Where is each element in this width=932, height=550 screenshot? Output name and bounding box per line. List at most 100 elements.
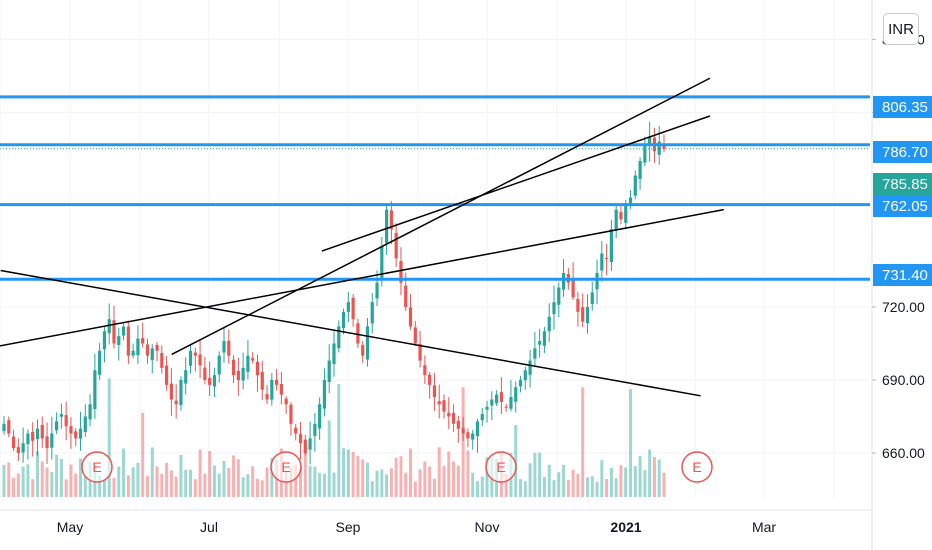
earnings-marker-icon[interactable] xyxy=(81,451,113,483)
volume-bar xyxy=(251,466,255,497)
volume-bar xyxy=(452,461,456,497)
volume-bar xyxy=(380,469,384,497)
time-axis-label: Jul xyxy=(200,519,218,535)
trendline[interactable] xyxy=(0,269,701,397)
earnings-marker-icon[interactable] xyxy=(681,451,713,483)
candle-body xyxy=(609,229,613,263)
volume-bar xyxy=(466,450,470,497)
trendline[interactable] xyxy=(0,208,724,349)
candle-body xyxy=(83,416,87,433)
candle-body xyxy=(308,438,312,450)
candle-body xyxy=(533,348,537,359)
volume-bar xyxy=(318,472,322,497)
volume-bar xyxy=(79,458,83,497)
candle-body xyxy=(518,380,523,387)
candle-body xyxy=(370,302,374,324)
volume-bar xyxy=(624,467,628,497)
volume-bar xyxy=(45,467,49,497)
volume-bar xyxy=(12,477,16,497)
volume-bar xyxy=(98,475,102,497)
volume-bar xyxy=(609,467,613,497)
volume-bar xyxy=(21,466,25,497)
trendline[interactable] xyxy=(171,77,711,356)
volume-bar xyxy=(322,473,326,497)
volume-bar xyxy=(217,473,221,497)
candle-body xyxy=(552,302,556,315)
candle-body xyxy=(102,331,107,350)
candle-body xyxy=(600,253,604,271)
candle-body xyxy=(69,426,73,434)
candle-body xyxy=(289,404,293,424)
candle-body xyxy=(380,246,384,281)
candle-body xyxy=(341,311,346,329)
earnings-marker-icon[interactable] xyxy=(485,451,517,483)
candle-body xyxy=(461,427,465,434)
candle-body xyxy=(160,352,164,368)
volume-bar xyxy=(260,480,264,497)
volume-bar xyxy=(590,476,594,497)
earnings-marker-icon[interactable] xyxy=(270,451,302,483)
candle-body xyxy=(21,443,25,453)
volume-bar xyxy=(117,466,121,497)
candle-body xyxy=(50,433,54,448)
candle-body xyxy=(74,431,78,439)
candle-body xyxy=(217,355,221,375)
volume-bar xyxy=(16,473,20,497)
volume-bar xyxy=(361,459,365,497)
volume-bar xyxy=(74,473,78,497)
earnings-marker-label: E xyxy=(496,459,505,475)
volume-bar xyxy=(270,458,274,497)
price-axis-label: 660.00 xyxy=(882,445,925,461)
volume-bar xyxy=(365,462,369,497)
volume-bar xyxy=(203,473,207,497)
volume-bar xyxy=(399,456,403,497)
volume-bar xyxy=(102,480,106,497)
candle-body xyxy=(284,398,288,405)
candle-body xyxy=(456,420,460,429)
volume-bar xyxy=(40,461,44,497)
volume-bar xyxy=(385,474,389,497)
currency-button[interactable]: INR xyxy=(883,13,919,45)
candle-body xyxy=(165,365,169,385)
volume-bar xyxy=(131,467,135,497)
volume-bar xyxy=(236,459,240,497)
candle-body xyxy=(356,323,360,344)
candle-body xyxy=(413,327,417,344)
volume-bar xyxy=(566,479,570,497)
volume-bar xyxy=(370,481,374,497)
candle-body xyxy=(614,209,618,231)
earnings-marker-label: E xyxy=(92,459,101,475)
volume-bar xyxy=(31,479,35,497)
volume-bar xyxy=(327,420,331,497)
candle-body xyxy=(7,420,11,434)
volume-bar xyxy=(193,479,197,497)
candle-body xyxy=(2,423,6,432)
trendline[interactable] xyxy=(321,115,711,252)
price-tag xyxy=(873,141,932,163)
volume-bar xyxy=(179,454,183,497)
candle-body xyxy=(107,319,111,334)
candle-body xyxy=(447,412,451,417)
volume-bar xyxy=(538,452,542,497)
candle-body xyxy=(78,428,83,439)
candle-body xyxy=(365,326,370,360)
candle-body xyxy=(399,261,403,283)
candle-body xyxy=(184,370,188,384)
volume-bar xyxy=(471,472,475,497)
candle-body xyxy=(385,209,389,244)
volume-bar xyxy=(447,451,451,497)
candle-body xyxy=(547,316,551,332)
candle-body xyxy=(404,285,408,307)
volume-bar xyxy=(222,460,226,497)
volume-bar xyxy=(126,475,130,497)
candle-body xyxy=(423,365,427,376)
time-axis-label: Mar xyxy=(752,519,776,535)
volume-bar xyxy=(332,472,336,497)
candle-body xyxy=(145,344,150,356)
candle-body xyxy=(337,326,341,349)
volume-bar xyxy=(212,465,216,497)
candle-body xyxy=(31,431,35,441)
volume-bar xyxy=(475,481,479,497)
